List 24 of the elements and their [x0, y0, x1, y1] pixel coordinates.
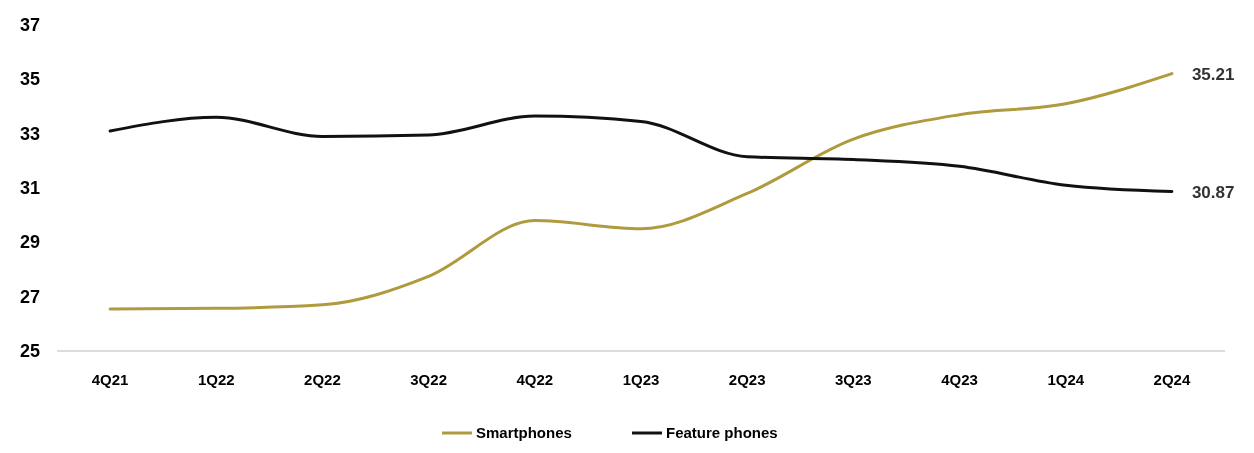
x-tick-label: 4Q21 [91, 371, 129, 388]
x-tick-label: 1Q24 [1047, 371, 1085, 388]
y-tick-label: 27 [19, 286, 41, 307]
x-tick-label: 1Q22 [197, 371, 235, 388]
y-tick-label: 33 [19, 123, 41, 144]
legend-label: Feature phones [666, 424, 778, 441]
y-tick-label: 31 [19, 178, 41, 198]
y-tick-label: 35 [19, 69, 41, 90]
y-tick-label: 37 [19, 15, 41, 35]
x-tick-label: 4Q23 [941, 371, 978, 388]
y-tick-label: 29 [19, 232, 41, 253]
x-tick-label: 2Q24 [1153, 371, 1191, 388]
x-tick-label: 3Q23 [835, 371, 872, 388]
line-series [108, 72, 1174, 311]
y-tick-label: 25 [19, 341, 41, 361]
x-tick-label: 2Q23 [728, 371, 766, 388]
data-label: 35.21 [1191, 64, 1235, 84]
x-tick-label: 1Q23 [622, 371, 660, 388]
x-tick-label: 2Q22 [304, 371, 341, 388]
line-series [108, 114, 1174, 194]
x-tick-label: 4Q22 [516, 371, 554, 388]
legend-label: Smartphones [476, 424, 572, 441]
x-tick-label: 3Q22 [410, 371, 447, 388]
data-label: 30.87 [1191, 182, 1235, 202]
